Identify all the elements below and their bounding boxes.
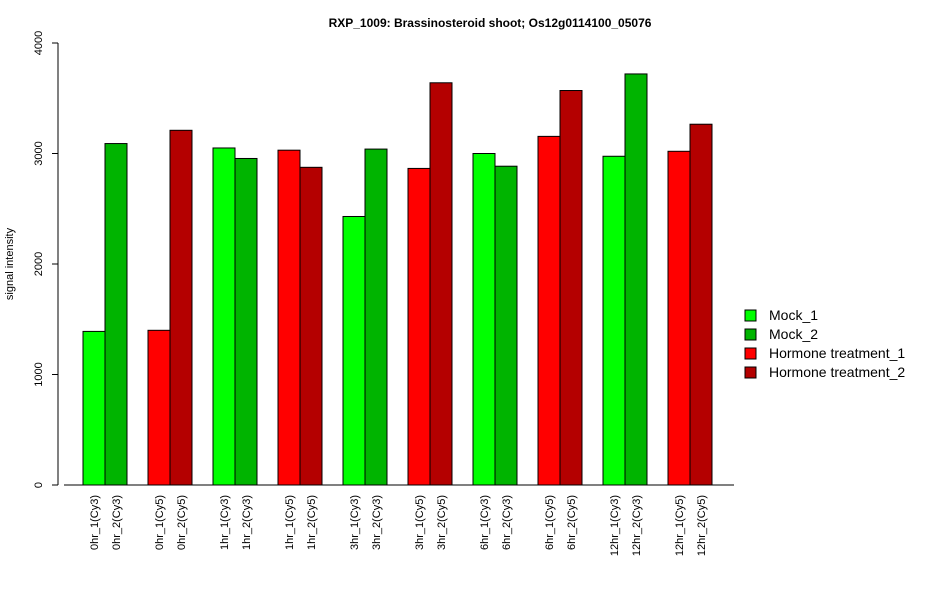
chart-title: RXP_1009: Brassinosteroid shoot; Os12g01… (329, 16, 652, 30)
bar (537, 135, 561, 486)
bar (104, 143, 128, 486)
bars-group (82, 73, 713, 486)
y-axis-label: signal intensity (4, 227, 16, 300)
legend-label: Mock_1 (769, 307, 818, 323)
y-tick-label: 3000 (33, 141, 45, 165)
bar (429, 82, 453, 486)
x-tick-labels: 0hr_1(Cy3) 0hr_2(Cy3) 0hr_1(Cy5) 0hr_2(Cy5)… (89, 495, 708, 556)
bar (364, 148, 388, 486)
bar (299, 166, 323, 486)
bar (147, 329, 171, 486)
y-tick-label: 2000 (33, 252, 45, 276)
legend-label: Mock_2 (769, 326, 818, 342)
legend-swatch (744, 347, 757, 360)
y-tick-label: 4000 (33, 31, 45, 55)
bar (624, 73, 648, 486)
x-tick-label: 3hr_1(Cy5) (414, 495, 426, 550)
y-tick-label: 0 (33, 482, 45, 488)
x-tick-label: 3hr_2(Cy3) (371, 495, 383, 550)
bar (169, 129, 193, 486)
bar (494, 165, 518, 486)
x-tick-label: 6hr_2(Cy5) (566, 495, 578, 550)
legend-swatch (744, 309, 757, 322)
legend-label: Hormone treatment_1 (769, 345, 905, 361)
x-tick-label: 3hr_1(Cy3) (349, 495, 361, 550)
x-tick-label: 3hr_2(Cy5) (436, 495, 448, 550)
x-tick-label: 6hr_1(Cy5) (544, 495, 556, 550)
bar (559, 90, 583, 486)
x-tick-label: 0hr_2(Cy5) (176, 495, 188, 550)
x-tick-label: 1hr_2(Cy5) (306, 495, 318, 550)
x-tick-label: 0hr_2(Cy3) (111, 495, 123, 550)
y-tick-label: 1000 (33, 362, 45, 386)
x-tick-label: 12hr_2(Cy5) (696, 495, 708, 556)
bar (407, 167, 431, 486)
x-tick-label: 1hr_1(Cy3) (219, 495, 231, 550)
x-tick-label: 12hr_2(Cy3) (631, 495, 643, 556)
legend: Mock_1 Mock_2 Hormone treatment_1 Hormone t… (744, 307, 905, 380)
bar (689, 123, 713, 486)
bar (667, 150, 691, 486)
x-tick-label: 12hr_1(Cy5) (674, 495, 686, 556)
x-tick-label: 6hr_1(Cy3) (479, 495, 491, 550)
bar (212, 147, 236, 486)
x-tick-label: 0hr_1(Cy5) (154, 495, 166, 550)
legend-swatch (744, 328, 757, 341)
bar (277, 149, 301, 486)
bar (602, 155, 626, 486)
bar (234, 157, 258, 486)
x-tick-label: 1hr_1(Cy5) (284, 495, 296, 550)
bar (82, 330, 106, 486)
x-tick-label: 6hr_2(Cy3) (501, 495, 513, 550)
bar (342, 215, 366, 486)
legend-swatch (744, 366, 757, 379)
x-tick-label: 12hr_1(Cy3) (609, 495, 621, 556)
legend-label: Hormone treatment_2 (769, 364, 905, 380)
x-tick-label: 1hr_2(Cy3) (241, 495, 253, 550)
bar (472, 153, 496, 486)
y-axis: 0 1000 2000 3000 4000 (33, 31, 59, 488)
x-tick-label: 0hr_1(Cy3) (89, 495, 101, 550)
